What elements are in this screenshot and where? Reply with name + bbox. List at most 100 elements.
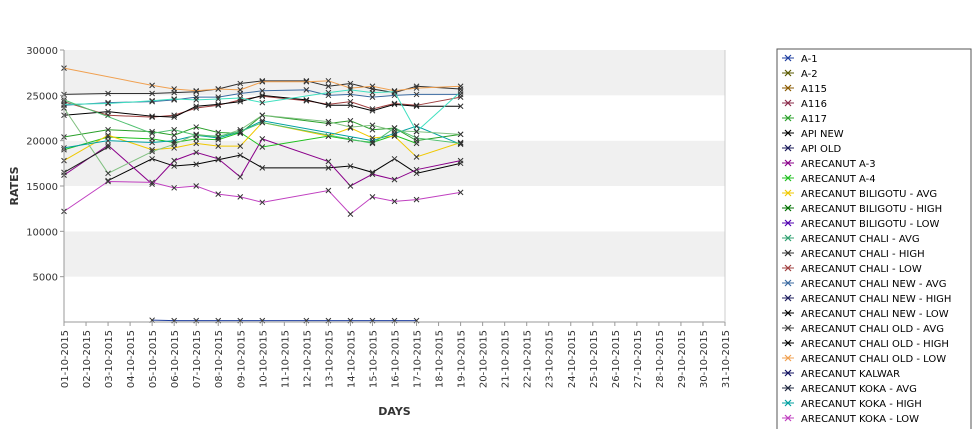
data-point [105, 100, 111, 107]
data-point [457, 88, 464, 95]
series-line [63, 114, 461, 142]
y-tick-label: 10000 [26, 227, 58, 238]
x-tick-label: 22-10-2015 [523, 330, 534, 388]
data-point [369, 169, 376, 176]
data-point [369, 94, 376, 101]
x-axis-title: DAYS [378, 405, 411, 418]
series-layer [61, 65, 464, 324]
legend-label: API OLD [801, 144, 841, 155]
legend-swatch-marker [784, 234, 792, 242]
x-tick-label: 13-10-2015 [324, 330, 335, 388]
legend-item: ARECANUT KOKA - LOW [782, 414, 919, 425]
data-point [171, 96, 178, 102]
x-tick-label: 05-10-2015 [148, 330, 159, 388]
y-tick-label: 5000 [33, 273, 58, 284]
data-point [457, 83, 464, 90]
data-point [149, 179, 155, 186]
grid-band [64, 50, 725, 96]
data-point [193, 140, 200, 147]
data-point [413, 103, 420, 110]
x-tick-label: 18-10-2015 [435, 330, 446, 388]
legend-label: ARECANUT BILIGOTU - LOW [801, 219, 939, 230]
data-point [347, 91, 354, 98]
data-point [215, 191, 222, 198]
legend-item: ARECANUT KOKA - AVG [782, 384, 917, 395]
data-point [369, 171, 376, 178]
data-point [259, 99, 266, 106]
data-point [391, 155, 398, 162]
data-point [347, 80, 354, 87]
x-tick-label: 31-10-2015 [721, 330, 732, 388]
data-point [149, 113, 155, 120]
legend-label: ARECANUT KALWAR [801, 369, 900, 380]
data-point [237, 128, 244, 135]
x-tick-label: 21-10-2015 [501, 330, 512, 388]
legend-swatch-marker [784, 204, 792, 212]
data-point [193, 97, 200, 103]
series-24 [61, 178, 464, 217]
data-point [171, 157, 178, 164]
data-point [369, 107, 376, 114]
legend-swatch-marker [784, 399, 792, 407]
legend-swatch-marker [784, 54, 792, 62]
legend-label: ARECANUT CHALI - HIGH [801, 249, 925, 260]
data-point [149, 139, 155, 146]
legend-swatch-marker [784, 309, 792, 317]
x-tick-label: 23-10-2015 [545, 330, 556, 388]
legend-box [776, 48, 972, 429]
data-point [457, 189, 464, 196]
x-tick-label: 04-10-2015 [126, 330, 137, 388]
legend-swatch-marker [784, 144, 792, 152]
data-point [413, 154, 420, 160]
data-point [347, 136, 354, 143]
legend-item: ARECANUT A-4 [782, 174, 876, 185]
legend-item: ARECANUT BILIGOTU - HIGH [782, 204, 942, 215]
legend-item: ARECANUT CHALI OLD - HIGH [782, 339, 949, 350]
legend-swatch-marker [784, 414, 792, 422]
legend-label: ARECANUT CHALI OLD - AVG [801, 324, 944, 335]
data-point [171, 126, 178, 133]
data-point [347, 211, 354, 217]
data-point [413, 85, 420, 91]
legend-swatch-marker [784, 189, 792, 197]
legend-item: ARECANUT CHALI NEW - HIGH [782, 294, 951, 305]
legend-label: ARECANUT KOKA - LOW [801, 414, 919, 425]
data-point [259, 93, 266, 100]
y-tick-label: 20000 [26, 137, 58, 148]
legend-swatch-marker [784, 84, 792, 92]
data-point [105, 170, 111, 177]
legend-item: ARECANUT CHALI - AVG [782, 234, 920, 245]
data-point [237, 80, 244, 87]
data-point [369, 83, 376, 90]
legend-item: ARECANUT CHALI OLD - AVG [782, 324, 944, 335]
data-point [193, 149, 200, 156]
data-point [325, 158, 332, 165]
data-point [193, 88, 200, 95]
data-point [105, 132, 111, 139]
data-point [105, 137, 111, 144]
legend-swatch-marker [784, 264, 792, 272]
data-point [391, 87, 398, 94]
y-tick-label: 30000 [26, 46, 58, 57]
x-tick-label: 16-10-2015 [391, 330, 402, 388]
data-point [457, 103, 464, 110]
x-tick-label: 25-10-2015 [589, 330, 600, 388]
data-point [171, 97, 178, 103]
x-tick-label: 30-10-2015 [699, 330, 710, 388]
x-tick-label: 17-10-2015 [413, 330, 424, 388]
legend-swatch-marker [784, 294, 792, 302]
data-point [303, 97, 310, 104]
legend-item: ARECANUT CHALI - LOW [782, 264, 922, 275]
legend-label: ARECANUT CHALI OLD - LOW [801, 354, 946, 365]
data-point [215, 102, 222, 109]
data-point [149, 155, 155, 162]
series-5 [105, 152, 464, 184]
data-point [105, 108, 111, 115]
data-point [105, 90, 111, 97]
legend-swatch-marker [784, 369, 792, 377]
legend-label: ARECANUT KOKA - AVG [801, 384, 917, 395]
data-point [149, 97, 155, 104]
legend-item: ARECANUT KALWAR [782, 369, 900, 380]
x-tick-label: 29-10-2015 [677, 330, 688, 388]
